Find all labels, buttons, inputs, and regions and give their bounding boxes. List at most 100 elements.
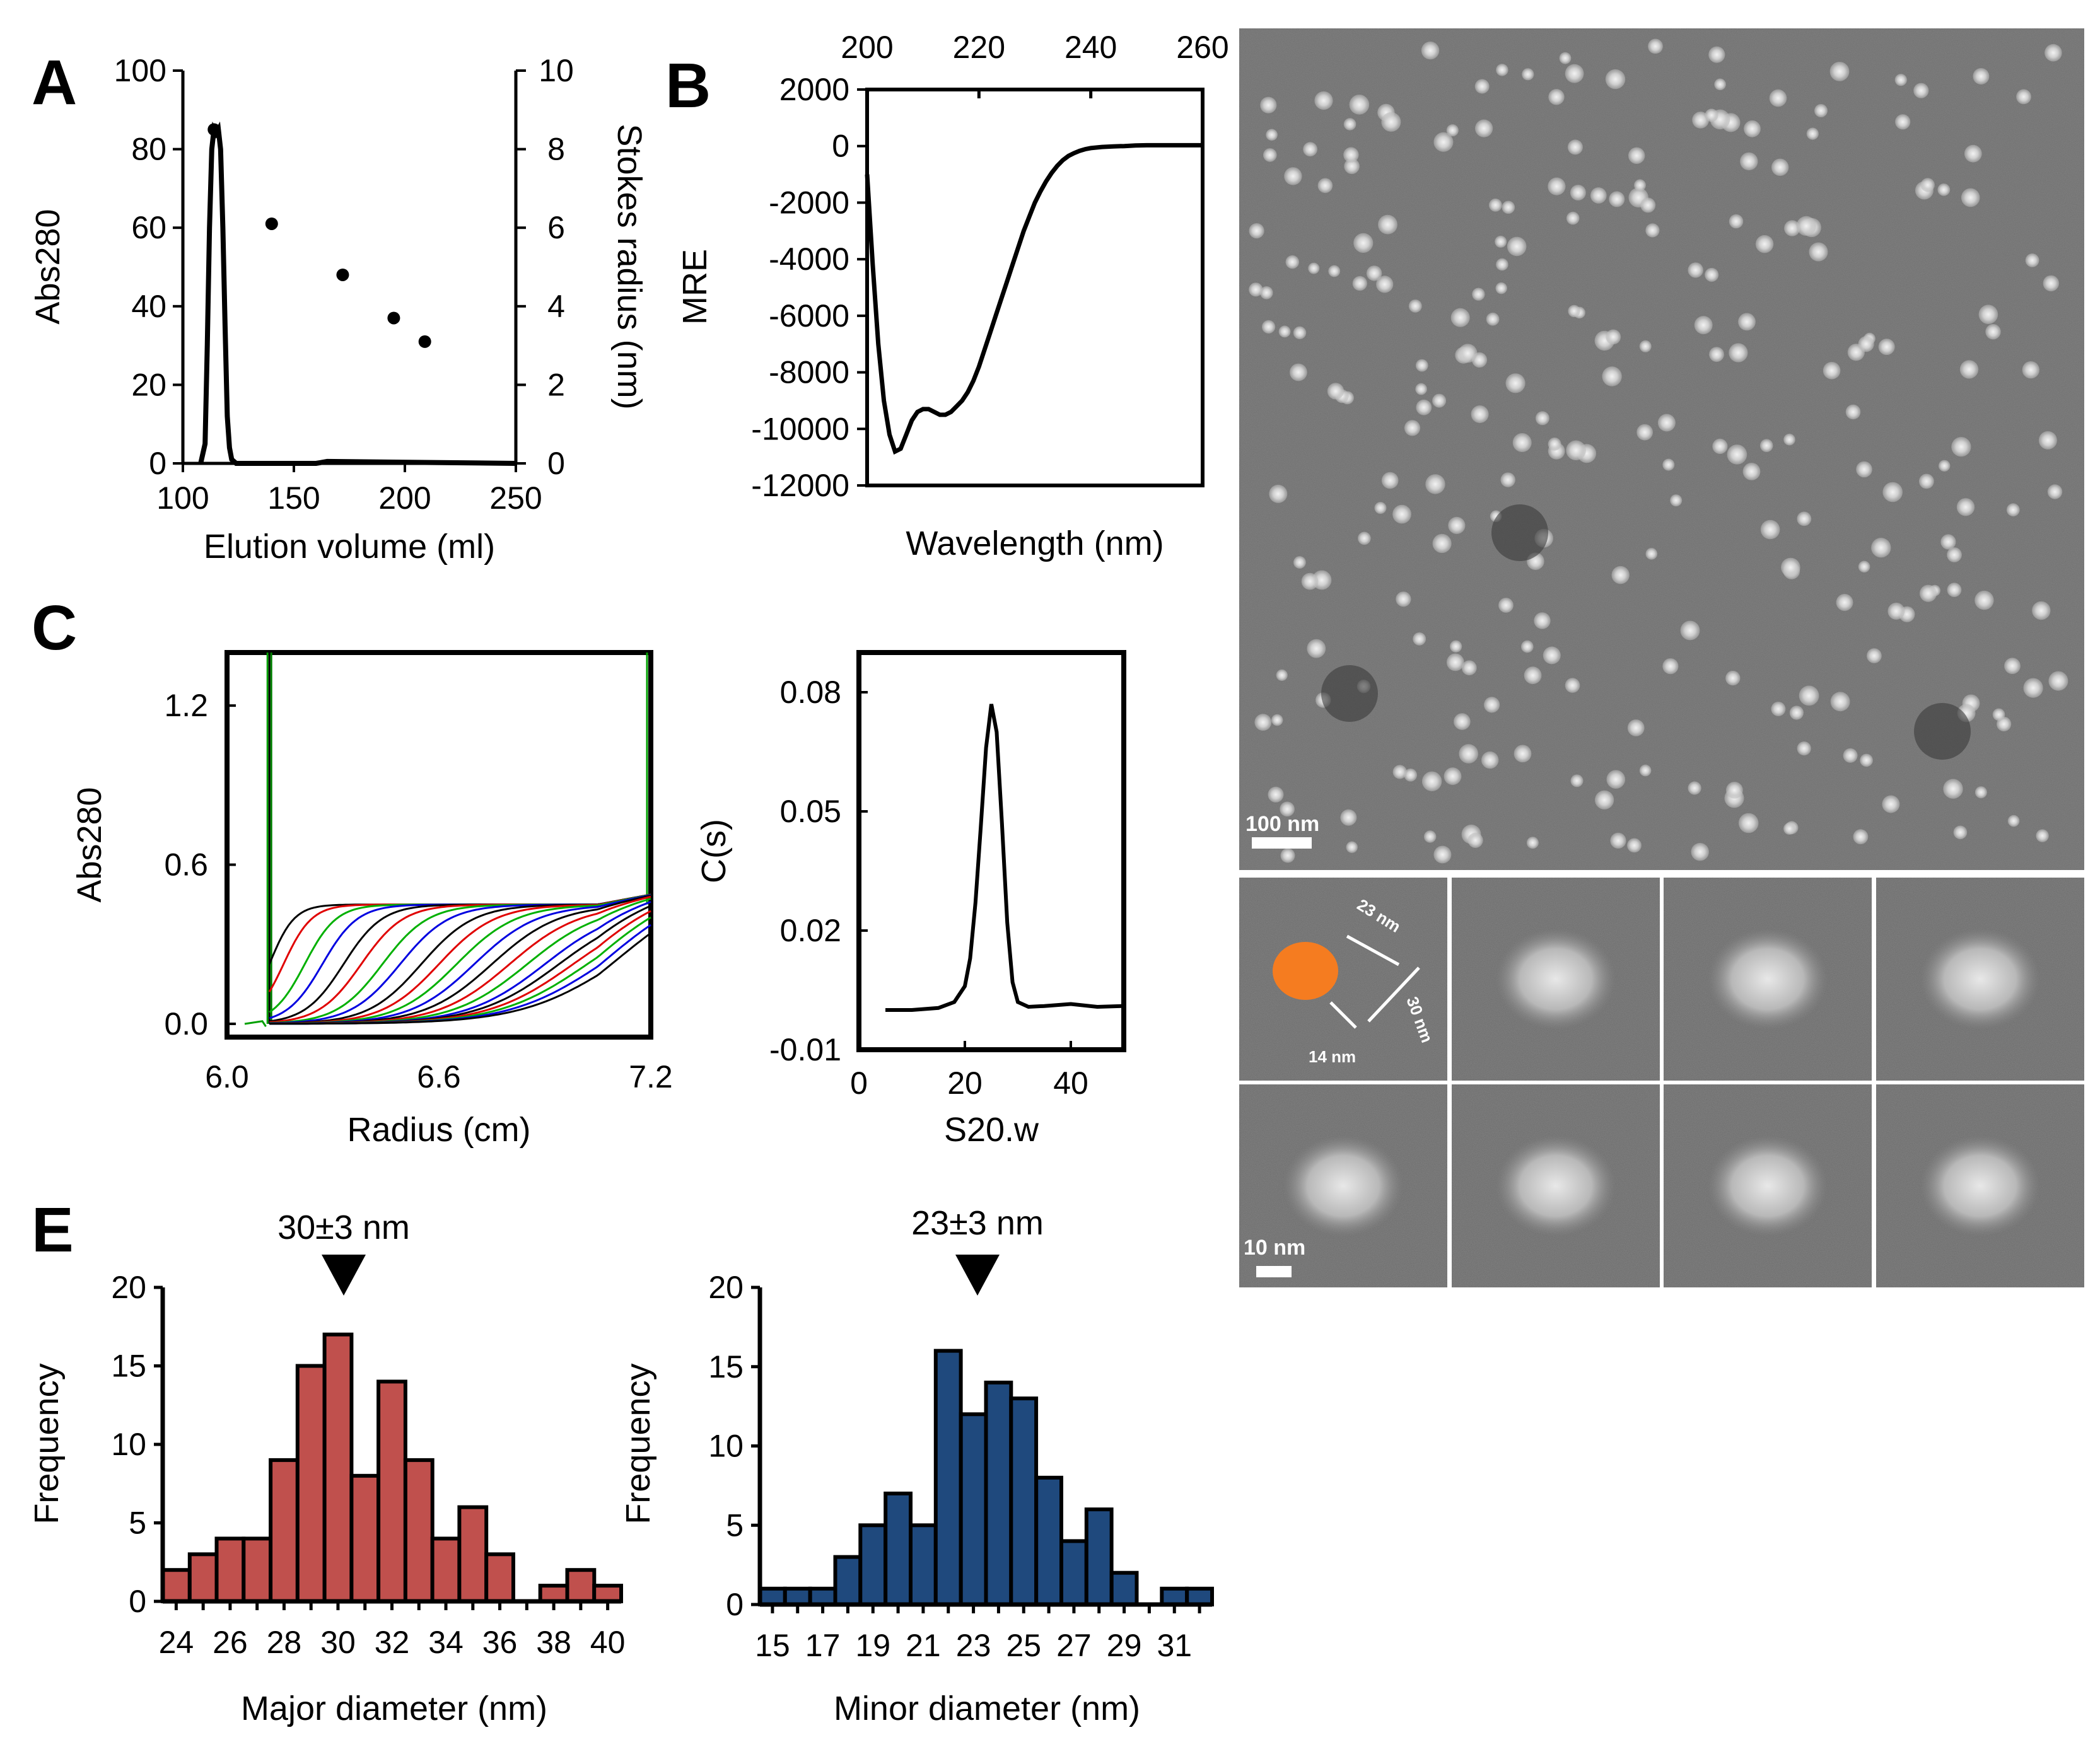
hist-bar <box>1084 1507 1114 1607</box>
d-particle <box>1474 79 1490 94</box>
d-particle <box>1496 258 1508 271</box>
d-particle <box>1992 708 2005 721</box>
d-inset-particle <box>1920 929 2040 1030</box>
hist-bar <box>214 1536 246 1603</box>
b-ytick-label: 0 <box>832 129 849 164</box>
d-particle <box>1738 313 1756 331</box>
d-scale-bar-main <box>1252 837 1312 849</box>
d-particle <box>1327 383 1345 400</box>
a-xlabel: Elution volume (ml) <box>204 528 495 566</box>
panel-e-minor-histogram: 0 5 10 15 20 15 17 19 21 23 25 27 29 31 23±3 nm Frequ… <box>619 1204 1214 1727</box>
d-particle <box>1956 498 1975 516</box>
hist-xtick-label: 26 <box>213 1625 248 1660</box>
c2-frame <box>856 650 1126 1052</box>
c2-ytick-label: -0.01 <box>769 1032 841 1067</box>
hist-bar <box>1185 1586 1214 1607</box>
panel-b-chart: 2000 0 -2000 -4000 -6000 -8000 -10000 -12000 200… <box>676 30 1229 562</box>
hist-ytick-label: 5 <box>726 1507 744 1543</box>
hist-ytick-label: 5 <box>129 1506 146 1541</box>
d-particle <box>1645 548 1658 560</box>
e2-mean-marker <box>955 1255 1000 1296</box>
hist-ytick-label: 0 <box>726 1587 744 1622</box>
d-particle <box>1951 437 1971 457</box>
d-particle <box>1416 399 1432 415</box>
c1-xtick-label: 6.6 <box>417 1059 461 1094</box>
d-particle <box>1344 158 1360 174</box>
d-particle <box>1740 152 1758 171</box>
d-particle <box>1688 781 1701 795</box>
d-particle <box>1381 472 1399 489</box>
d-particle <box>1446 124 1459 137</box>
hist-bar <box>403 1458 435 1603</box>
d-particle <box>1567 139 1583 155</box>
d-particle <box>1454 713 1471 730</box>
b-ytick-label: -8000 <box>769 355 849 390</box>
d-particle <box>1634 179 1646 192</box>
d-particle <box>1823 362 1841 380</box>
d-particle <box>1570 185 1586 200</box>
d-particle <box>1783 822 1796 835</box>
hist-bar <box>783 1586 812 1607</box>
d-particle <box>1959 360 1979 379</box>
d-particle <box>1415 383 1427 395</box>
hist-bar <box>909 1523 938 1607</box>
d-particle <box>1271 714 1283 726</box>
d-particle <box>1381 112 1401 132</box>
d-inset-particle <box>1920 1135 2040 1236</box>
d-particle <box>1845 404 1861 420</box>
d-particle <box>1500 472 1515 487</box>
d-dim-label-3: 14 nm <box>1309 1047 1356 1066</box>
d-particle <box>1471 405 1489 423</box>
hist-xtick-label: 23 <box>956 1628 991 1663</box>
c1-ytick-label: 0.0 <box>164 1006 208 1042</box>
c1-ytick-label: 0.6 <box>164 847 208 883</box>
hist-ytick-label: 10 <box>111 1427 146 1462</box>
hist-bar <box>833 1555 863 1607</box>
d-scale-bar-main-label: 100 nm <box>1245 812 1319 836</box>
d-particle <box>1317 178 1333 194</box>
d-particle <box>1680 620 1700 641</box>
hist-bar <box>933 1349 963 1607</box>
b-cd-trace <box>865 142 1203 455</box>
c2-ylabel: C(s) <box>695 819 733 883</box>
d-particle <box>1760 519 1780 540</box>
c1-boundary-curve <box>269 932 651 1025</box>
d-particle <box>1947 583 1962 597</box>
hist-bar <box>758 1586 787 1607</box>
d-particle <box>1853 829 1869 845</box>
d-particle <box>1314 91 1333 110</box>
d-particle <box>1548 89 1565 105</box>
d-particle <box>1920 178 1935 192</box>
d-particle <box>1262 320 1276 334</box>
a-xtick-label: 100 <box>156 480 209 516</box>
d-particle <box>1628 147 1645 164</box>
d-particle <box>1543 646 1561 665</box>
d-particle <box>1413 632 1426 646</box>
d-particle <box>1481 751 1499 769</box>
d-dark-spot <box>1321 665 1378 722</box>
a-y2tick-label: 6 <box>547 210 565 245</box>
e2-bars <box>758 1349 1214 1607</box>
d-particle <box>1705 267 1719 282</box>
d-particle <box>1521 640 1534 653</box>
d-particle <box>1376 276 1394 293</box>
b-ytick-label: -6000 <box>769 298 849 334</box>
e1-xlabel: Major diameter (nm) <box>241 1690 547 1727</box>
d-scale-bar-inset-label: 10 nm <box>1244 1236 1305 1260</box>
d-particle <box>2025 253 2039 267</box>
d-particle <box>1781 557 1800 577</box>
d-particle <box>1611 566 1630 584</box>
d-particle <box>1467 832 1483 848</box>
d-particle <box>1662 458 1675 471</box>
c2-xtick-label: 0 <box>850 1065 868 1101</box>
d-particle <box>1738 813 1759 833</box>
d-particle <box>1878 339 1895 356</box>
d-particle-overlay <box>1273 942 1338 1000</box>
d-particle <box>1830 692 1850 712</box>
d-particle <box>1789 705 1804 720</box>
d-dark-spot <box>1491 504 1548 561</box>
d-particle <box>1570 774 1584 787</box>
a-stokes-point <box>418 335 431 348</box>
hist-ytick-label: 15 <box>111 1349 146 1384</box>
c2-cs-trace <box>885 704 1124 1012</box>
